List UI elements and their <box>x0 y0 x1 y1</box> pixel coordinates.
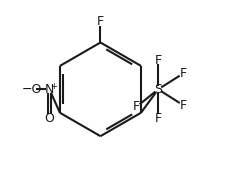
Text: N: N <box>45 83 54 96</box>
Text: S: S <box>153 83 162 96</box>
Text: −O: −O <box>22 83 42 96</box>
Text: +: + <box>50 82 57 91</box>
Text: F: F <box>154 112 161 125</box>
Text: F: F <box>154 54 161 67</box>
Text: O: O <box>44 112 54 125</box>
Text: F: F <box>179 99 186 112</box>
Text: F: F <box>97 15 104 28</box>
Text: F: F <box>179 67 186 80</box>
Text: F: F <box>132 100 139 113</box>
